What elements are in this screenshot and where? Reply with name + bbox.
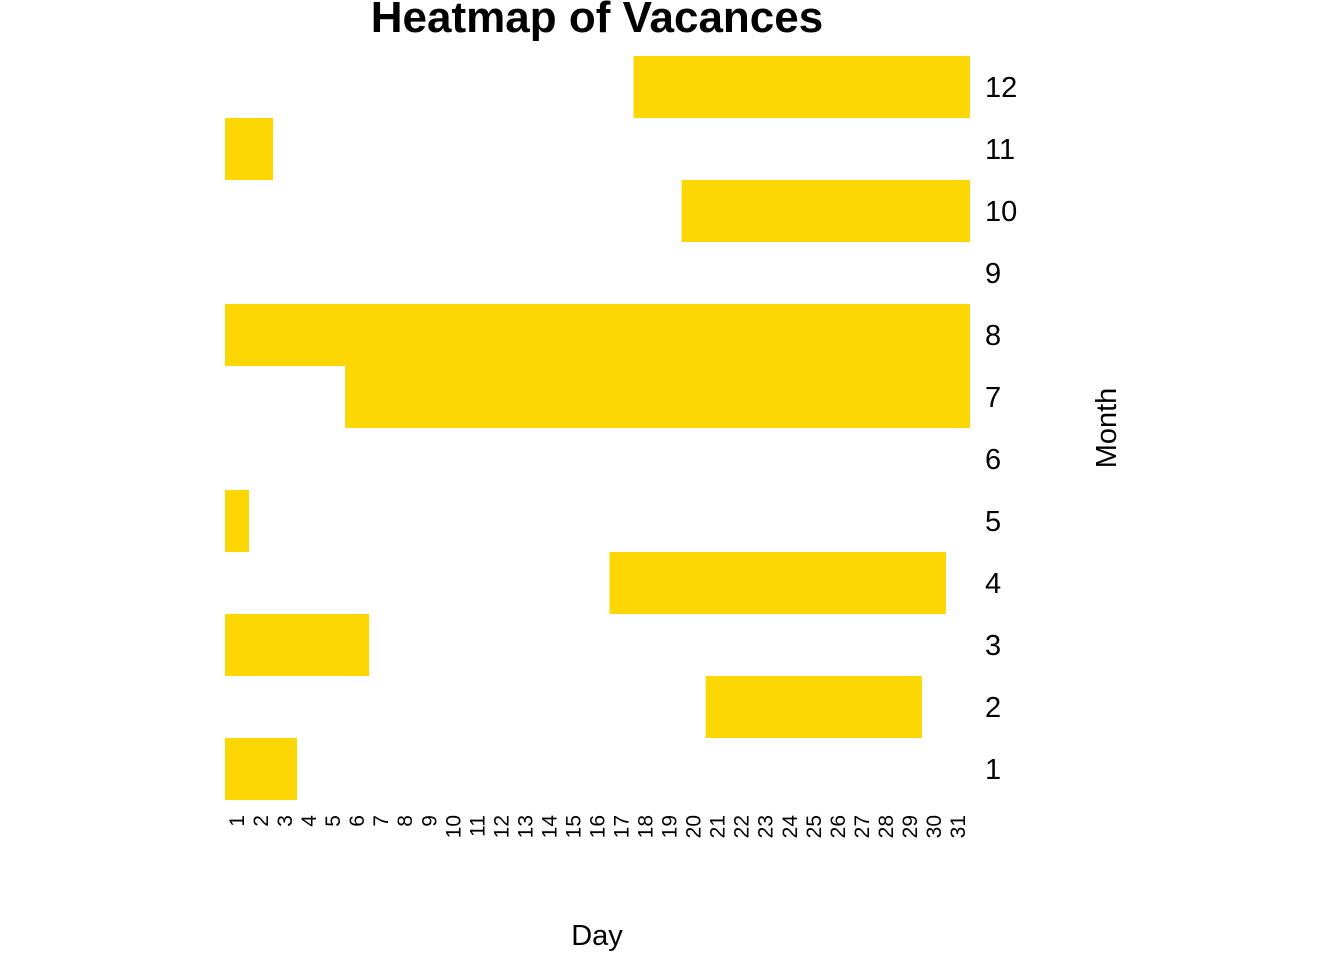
y-tick-label: 8 (985, 320, 1001, 352)
x-tick-label: 18 (635, 815, 658, 838)
x-tick-label: 9 (418, 815, 441, 827)
x-tick-label: 11 (466, 815, 489, 837)
x-tick-label: 17 (611, 815, 634, 838)
x-tick-label: 23 (755, 815, 778, 838)
x-tick-label: 21 (707, 815, 730, 838)
y-tick-label: 2 (985, 692, 1001, 724)
x-tick-label: 20 (683, 815, 706, 838)
x-tick-label: 24 (779, 815, 802, 839)
heatmap-cell-month-4 (609, 552, 946, 614)
heatmap-cell-month-3 (225, 614, 370, 676)
x-tick-label: 12 (490, 815, 513, 838)
heatmap-cell-month-10 (681, 180, 970, 242)
x-tick-label: 13 (514, 815, 537, 838)
heatmap-cell-month-7 (345, 366, 970, 428)
heatmap-cell-month-2 (705, 676, 922, 738)
x-tick-label: 15 (562, 815, 585, 838)
x-tick-label: 10 (442, 815, 465, 838)
x-tick-label: 28 (875, 815, 898, 838)
x-tick-label: 14 (538, 815, 561, 839)
y-tick-label: 7 (985, 382, 1001, 414)
y-tick-label: 6 (985, 444, 1001, 476)
y-tick-label: 5 (985, 506, 1001, 538)
heatmap-cell-month-11 (225, 118, 274, 180)
x-axis-label: Day (571, 920, 623, 952)
x-tick-label: 8 (394, 815, 417, 827)
x-tick-label: 19 (659, 815, 682, 838)
y-tick-label: 10 (985, 196, 1017, 228)
heatmap-cell-month-12 (633, 56, 970, 118)
x-tick-label: 6 (346, 815, 369, 827)
x-tick-label: 3 (274, 815, 297, 827)
x-axis-ticks: 1 2 3 4 5 6 7 8 9 10 11 12 13 14 15 16 17 18 19 20 21 22 23 24 2… (226, 815, 970, 839)
x-tick-label: 22 (731, 815, 754, 838)
heatmap-cell-month-1 (225, 738, 298, 800)
y-axis-label: Month (1091, 388, 1123, 469)
heatmap-cell-month-5 (225, 490, 250, 552)
x-tick-label: 2 (250, 815, 273, 827)
y-tick-label: 3 (985, 630, 1001, 662)
y-tick-label: 1 (985, 754, 1001, 786)
heatmap-cell-month-8 (225, 304, 970, 366)
x-tick-label: 25 (803, 815, 826, 838)
x-tick-label: 26 (827, 815, 850, 838)
x-tick-label: 30 (923, 815, 946, 838)
x-tick-label: 4 (298, 815, 321, 827)
x-tick-label: 1 (226, 815, 249, 827)
y-tick-label: 9 (985, 258, 1001, 290)
x-tick-label: 27 (851, 815, 874, 838)
x-tick-label: 7 (370, 815, 393, 827)
x-tick-label: 5 (322, 815, 345, 827)
y-tick-label: 11 (985, 134, 1015, 166)
x-tick-label: 16 (587, 815, 610, 838)
heatmap-cells (225, 56, 970, 800)
x-tick-label: 31 (947, 815, 970, 838)
y-tick-label: 12 (985, 72, 1017, 104)
x-tick-label: 29 (899, 815, 922, 838)
y-tick-label: 4 (985, 568, 1001, 600)
chart-title: Heatmap of Vacances (371, 0, 823, 42)
